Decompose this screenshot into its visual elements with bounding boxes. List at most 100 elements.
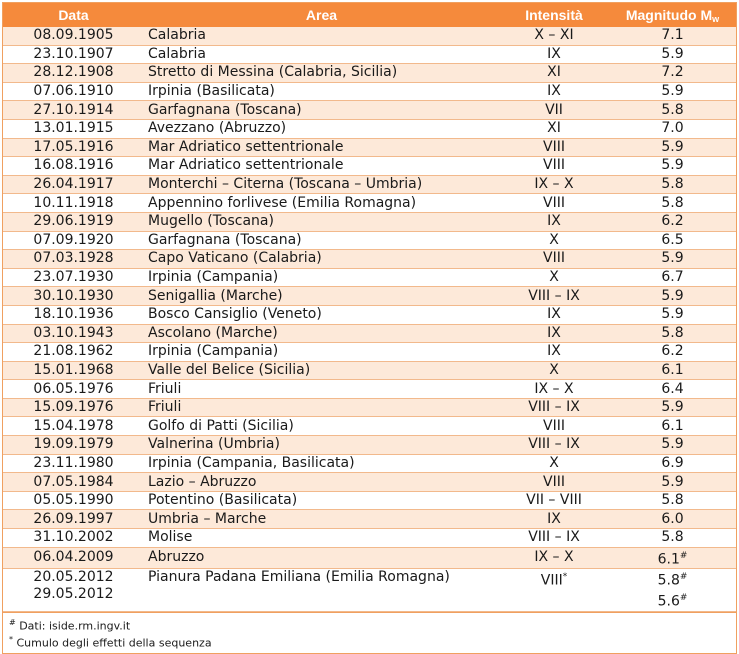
header-magnitude-label: Magnitudo M	[625, 6, 713, 23]
magnitude-cell-text: 7.2	[661, 64, 684, 81]
date-cell-text: 15.04.1978	[33, 417, 114, 434]
area-cell: Monterchi – Citerna (Toscana – Umbria)	[144, 175, 499, 195]
date-cell-text: 30.10.1930	[33, 287, 114, 304]
intensity-cell-text: IX	[547, 213, 561, 230]
magnitude-cell-text: 5.8	[661, 529, 684, 546]
table-row: 28.12.1908 Stretto di Messina (Calabria, …	[3, 63, 736, 83]
magnitude-cell: 5.9	[609, 286, 736, 306]
area-cell-text: Calabria	[148, 27, 206, 44]
date-cell: 30.10.1930	[3, 286, 144, 306]
intensity-cell-text: VII	[545, 101, 563, 118]
intensity-cell: IX – X	[499, 547, 609, 570]
date-cell-text: 07.03.1928	[33, 250, 114, 267]
magnitude-cell-text: 5.9	[661, 399, 684, 416]
magnitude-cell: 5.8	[609, 491, 736, 511]
date-cell-text: 28.12.1908	[33, 64, 114, 81]
area-cell-text: Valle del Belice (Sicilia)	[148, 361, 311, 378]
date-cell-text: 08.09.1905	[33, 27, 114, 44]
area-cell-text: Irpinia (Campania)	[148, 343, 279, 360]
date-cell: 19.09.1979	[3, 435, 144, 455]
magnitude-cell-line: 5.8#	[609, 569, 736, 590]
magnitude-footnote-mark: #	[679, 572, 688, 583]
footnote-source-mark: #	[9, 617, 16, 627]
magnitude-cell-text: 5.9	[661, 83, 684, 100]
magnitude-cell: 5.9	[609, 398, 736, 418]
area-cell: Friuli	[144, 379, 499, 399]
intensity-cell-text: IX	[547, 306, 561, 323]
date-cell: 29.06.1919	[3, 212, 144, 232]
area-cell: Valle del Belice (Sicilia)	[144, 361, 499, 381]
magnitude-cell-text: 6.2	[661, 343, 684, 360]
magnitude-cell: 6.1	[609, 361, 736, 381]
intensity-footnote-mark: *	[562, 572, 568, 583]
date-cell: 03.10.1943	[3, 324, 144, 344]
area-cell-text: Irpinia (Campania, Basilicata)	[148, 454, 355, 471]
magnitude-cell-text: 5.8	[661, 324, 684, 341]
magnitude-cell-text: 6.1	[661, 417, 684, 434]
area-cell: Mar Adriatico settentrionale	[144, 138, 499, 158]
date-cell: 05.05.1990	[3, 491, 144, 511]
magnitude-cell: 5.9	[609, 138, 736, 158]
date-cell: 26.04.1917	[3, 175, 144, 195]
header-area: Area	[144, 3, 499, 27]
area-cell-text: Potentino (Basilicata)	[148, 492, 298, 509]
area-cell: Valnerina (Umbria)	[144, 435, 499, 455]
intensity-cell-text: IX	[547, 343, 561, 360]
magnitude-cell-text: 5.9	[661, 250, 684, 267]
intensity-cell: IX – X	[499, 175, 609, 195]
magnitude-cell: 5.9	[609, 249, 736, 269]
date-cell-text: 06.05.1976	[33, 380, 114, 397]
area-cell: Pianura Padana Emiliana (Emilia Romagna)	[144, 568, 499, 612]
magnitude-cell: 5.9	[609, 472, 736, 492]
date-cell: 28.12.1908	[3, 63, 144, 83]
area-cell: Stretto di Messina (Calabria, Sicilia)	[144, 63, 499, 83]
area-cell-text: Appennino forlivese (Emilia Romagna)	[148, 194, 417, 211]
magnitude-cell-text: 7.1	[661, 27, 684, 44]
magnitude-cell-text: 5.8	[661, 194, 684, 211]
area-cell: Friuli	[144, 398, 499, 418]
area-cell-text: Friuli	[148, 380, 182, 397]
area-cell-text: Friuli	[148, 399, 182, 416]
intensity-cell-text: VII – VIII	[526, 492, 582, 509]
area-cell-text: Valnerina (Umbria)	[148, 436, 280, 453]
intensity-cell: VII	[499, 100, 609, 120]
intensity-cell: IX	[499, 509, 609, 530]
magnitude-cell: 7.0	[609, 119, 736, 139]
date-cell: 07.09.1920	[3, 231, 144, 251]
magnitude-cell-text: 6.7	[661, 269, 684, 286]
header-magnitude: Magnitudo Mw	[609, 3, 736, 27]
magnitude-cell-text: 5.9	[661, 436, 684, 453]
magnitude-cell: 5.8	[609, 528, 736, 548]
magnitude-cell: 6.4	[609, 379, 736, 399]
date-cell-text: 07.06.1910	[33, 83, 114, 100]
magnitude-footnote-mark: #	[679, 550, 688, 561]
date-cell-text: 13.01.1915	[33, 120, 114, 137]
table-row: 23.07.1930 Irpinia (Campania) X 6.7	[3, 268, 736, 288]
table-row: 07.05.1984 Lazio – Abruzzo VIII 5.9	[3, 472, 736, 492]
area-cell: Mugello (Toscana)	[144, 212, 499, 232]
date-cell: 10.11.1918	[3, 193, 144, 213]
table-row: 07.06.1910 Irpinia (Basilicata) IX 5.9	[3, 82, 736, 102]
area-cell: Garfagnana (Toscana)	[144, 231, 499, 251]
magnitude-cell-text: 5.9	[661, 287, 684, 304]
magnitude-cell: 5.9	[609, 435, 736, 455]
area-cell: Molise	[144, 528, 499, 548]
table-row: 31.10.2002 Molise VIII – IX 5.8	[3, 528, 736, 548]
date-cell: 31.10.2002	[3, 528, 144, 548]
magnitude-cell: 5.9	[609, 45, 736, 65]
magnitude-cell: 6.2	[609, 212, 736, 232]
table-row: 06.05.1976 Friuli IX – X 6.4	[3, 379, 736, 399]
intensity-cell-text: X	[549, 269, 559, 286]
date-cell-text: 03.10.1943	[33, 324, 114, 341]
date-cell: 20.05.2012 29.05.2012	[3, 568, 144, 612]
date-cell-text: 23.11.1980	[33, 454, 114, 471]
date-cell: 15.04.1978	[3, 416, 144, 437]
date-cell: 13.01.1915	[3, 119, 144, 139]
intensity-cell: VIII	[499, 249, 609, 269]
area-cell: Senigallia (Marche)	[144, 286, 499, 306]
table-row: 03.10.1943 Ascolano (Marche) IX 5.8	[3, 324, 736, 344]
magnitude-cell: 6.7	[609, 268, 736, 288]
date-cell-text: 07.05.1984	[33, 473, 114, 490]
intensity-cell: XI	[499, 63, 609, 83]
magnitude-cell: 5.8	[609, 175, 736, 195]
